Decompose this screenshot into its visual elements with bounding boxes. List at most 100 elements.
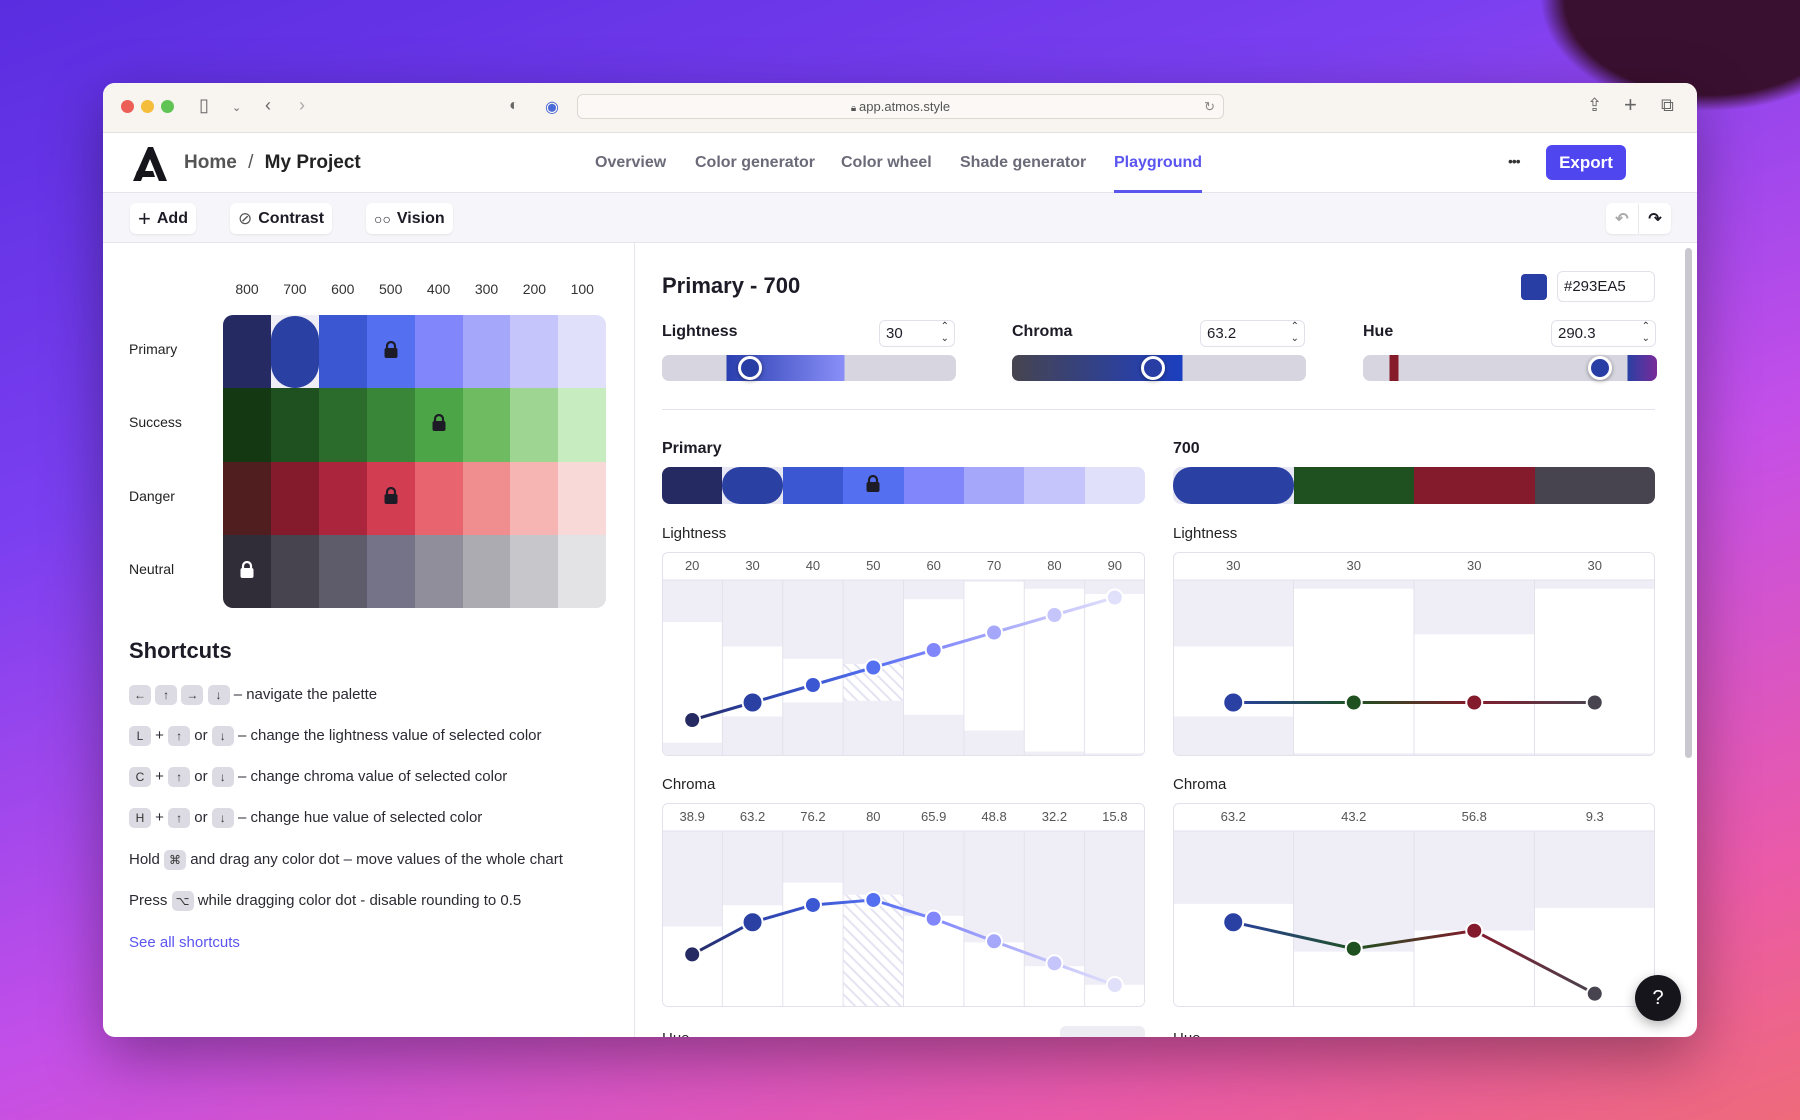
chart-color-dot[interactable] bbox=[741, 911, 764, 934]
palette-swatch[interactable] bbox=[318, 388, 368, 463]
palette-swatch[interactable] bbox=[223, 315, 272, 389]
breadcrumb-project[interactable]: My Project bbox=[264, 152, 361, 173]
column-strip-swatch[interactable] bbox=[1293, 467, 1414, 504]
chart-color-dot[interactable] bbox=[683, 711, 702, 729]
chart-color-dot[interactable] bbox=[985, 623, 1004, 642]
palette-swatch[interactable] bbox=[510, 534, 559, 608]
chart-color-dot[interactable] bbox=[1585, 984, 1604, 1003]
chart-color-dot[interactable] bbox=[1465, 693, 1484, 712]
palette-swatch[interactable] bbox=[462, 534, 511, 608]
palette-swatch[interactable] bbox=[462, 461, 511, 536]
palette-swatch[interactable] bbox=[414, 534, 463, 608]
palette-swatch[interactable] bbox=[270, 534, 320, 608]
scrollbar[interactable] bbox=[1685, 248, 1692, 758]
chart-color-dot[interactable] bbox=[803, 676, 822, 694]
reload-icon[interactable]: ↻ bbox=[1204, 99, 1215, 114]
lightness-slider[interactable] bbox=[662, 355, 956, 381]
palette-swatch[interactable] bbox=[558, 534, 606, 608]
maximize-window-button[interactable] bbox=[161, 100, 174, 113]
tab-color-generator[interactable]: Color generator bbox=[695, 154, 816, 171]
palette-swatch[interactable] bbox=[223, 388, 272, 463]
back-icon[interactable]: ‹ bbox=[265, 95, 271, 115]
tab-overview[interactable]: Overview bbox=[595, 154, 667, 171]
tab-shade-generator[interactable]: Shade generator bbox=[960, 154, 1087, 171]
password-manager-icon[interactable]: ◉ bbox=[545, 99, 559, 116]
chart-color-dot[interactable] bbox=[924, 909, 943, 928]
lightness-input[interactable]: 30 ⌃ ⌄ bbox=[879, 320, 955, 347]
palette-swatch[interactable] bbox=[270, 461, 320, 536]
row-strip-swatch[interactable] bbox=[963, 467, 1025, 504]
chart-color-dot[interactable] bbox=[1344, 939, 1363, 958]
chevron-down-icon[interactable]: ⌄ bbox=[232, 102, 242, 114]
palette-swatch[interactable] bbox=[223, 534, 272, 608]
palette-swatch[interactable] bbox=[366, 315, 416, 389]
chroma-slider-thumb[interactable] bbox=[1141, 356, 1166, 380]
chart-color-dot[interactable] bbox=[1105, 976, 1124, 995]
help-button[interactable]: ? bbox=[1635, 975, 1681, 1021]
minimize-window-button[interactable] bbox=[141, 100, 154, 113]
palette-swatch[interactable] bbox=[510, 461, 559, 536]
undo-button[interactable]: ↶ bbox=[1606, 203, 1638, 234]
chart-color-dot[interactable] bbox=[683, 945, 702, 964]
chart-color-dot[interactable] bbox=[741, 691, 764, 714]
palette-swatch[interactable] bbox=[558, 461, 606, 536]
hex-input[interactable]: #293EA5 bbox=[1557, 271, 1655, 302]
chart-color-dot[interactable] bbox=[1222, 691, 1245, 714]
chart-color-dot[interactable] bbox=[1585, 693, 1604, 712]
color-swatch[interactable] bbox=[1521, 274, 1547, 300]
vision-button[interactable]: ○○ Vision bbox=[366, 203, 453, 234]
row-strip-swatch[interactable] bbox=[782, 467, 844, 504]
atmos-logo[interactable] bbox=[131, 145, 169, 181]
palette-swatch[interactable] bbox=[223, 461, 272, 536]
address-bar[interactable]: 🔒︎ app.atmos.style ↻ bbox=[577, 94, 1224, 119]
tabs-overview-icon[interactable]: ⧉ bbox=[1661, 95, 1674, 115]
see-all-shortcuts-link[interactable]: See all shortcuts bbox=[129, 934, 240, 951]
sidebar-toggle-icon[interactable]: ▯ bbox=[199, 95, 209, 115]
palette-swatch[interactable] bbox=[366, 461, 416, 536]
palette-swatch[interactable] bbox=[318, 461, 368, 536]
chart-color-dot[interactable] bbox=[864, 658, 883, 677]
share-icon[interactable]: ⇪ bbox=[1587, 95, 1603, 115]
row-strip-swatch[interactable] bbox=[722, 467, 783, 504]
row-strip-swatch[interactable] bbox=[1024, 467, 1085, 504]
export-button[interactable]: Export bbox=[1546, 145, 1626, 180]
more-icon[interactable]: ••• bbox=[1508, 153, 1521, 169]
chart-color-dot[interactable] bbox=[924, 641, 943, 659]
row-strip-swatch[interactable] bbox=[843, 467, 904, 504]
palette-swatch[interactable] bbox=[270, 315, 320, 389]
column-strip-swatch[interactable] bbox=[1414, 467, 1535, 504]
shield-icon[interactable]: ◐ bbox=[509, 97, 519, 114]
stepper-icon[interactable]: ⌃ ⌄ bbox=[940, 321, 949, 344]
palette-swatch[interactable] bbox=[510, 315, 559, 389]
palette-swatch[interactable] bbox=[414, 315, 463, 389]
chart-color-dot[interactable] bbox=[864, 890, 883, 909]
palette-swatch[interactable] bbox=[414, 388, 463, 463]
tab-playground[interactable]: Playground bbox=[1114, 154, 1203, 171]
hue-slider[interactable] bbox=[1363, 355, 1657, 381]
stepper-icon[interactable]: ⌃ ⌄ bbox=[1290, 321, 1299, 344]
lightness-slider-thumb[interactable] bbox=[738, 356, 763, 380]
palette-swatch[interactable] bbox=[270, 388, 320, 463]
contrast-button[interactable]: ⊘ Contrast bbox=[230, 203, 333, 234]
column-strip-swatch[interactable] bbox=[1173, 467, 1294, 504]
chart-color-dot[interactable] bbox=[1105, 588, 1124, 607]
forward-icon[interactable]: › bbox=[299, 95, 305, 115]
row-strip-swatch[interactable] bbox=[1084, 467, 1145, 504]
hue-input[interactable]: 290.3 ⌃ ⌄ bbox=[1551, 320, 1656, 347]
chart-color-dot[interactable] bbox=[803, 895, 822, 914]
row-strip-swatch[interactable] bbox=[903, 467, 964, 504]
palette-swatch[interactable] bbox=[462, 315, 511, 389]
chart-color-dot[interactable] bbox=[1222, 911, 1245, 934]
palette-swatch[interactable] bbox=[414, 461, 463, 536]
chroma-input[interactable]: 63.2 ⌃ ⌄ bbox=[1200, 320, 1305, 347]
palette-swatch[interactable] bbox=[558, 315, 606, 389]
palette-swatch[interactable] bbox=[510, 388, 559, 463]
add-button[interactable]: + Add bbox=[130, 203, 196, 234]
chart-color-dot[interactable] bbox=[1344, 693, 1363, 712]
new-tab-icon[interactable]: + bbox=[1624, 92, 1637, 117]
close-window-button[interactable] bbox=[121, 100, 134, 113]
palette-swatch[interactable] bbox=[366, 534, 416, 608]
breadcrumb-home[interactable]: Home bbox=[184, 152, 237, 173]
chart-color-dot[interactable] bbox=[985, 932, 1004, 951]
chart-color-dot[interactable] bbox=[1465, 921, 1484, 940]
